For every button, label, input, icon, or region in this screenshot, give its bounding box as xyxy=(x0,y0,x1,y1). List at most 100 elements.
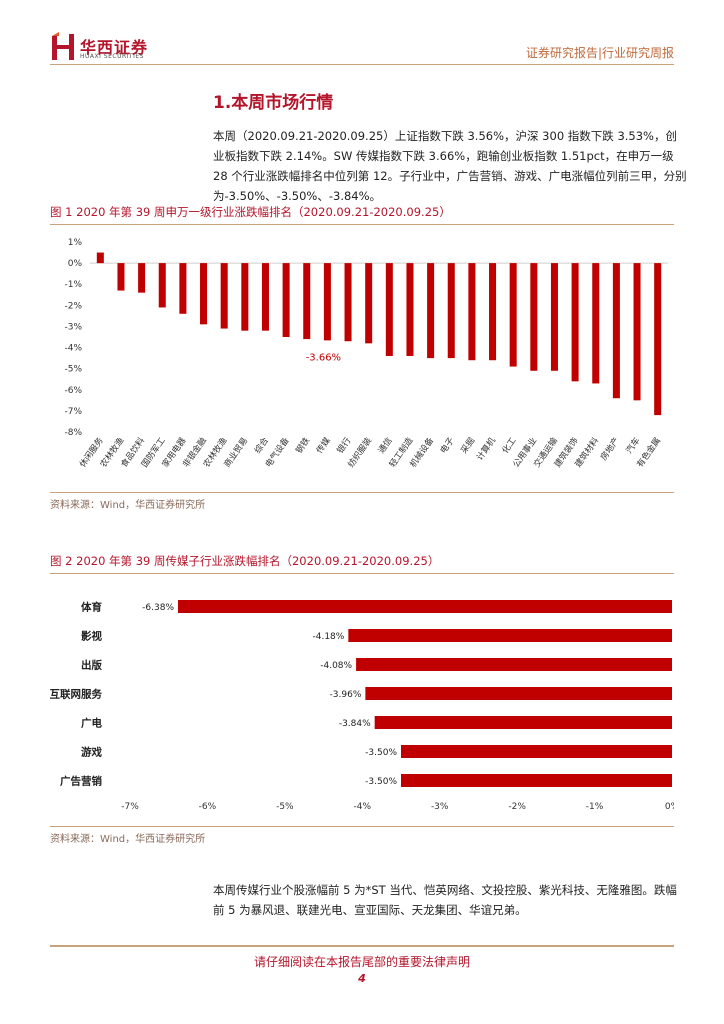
huaxi-logo-icon xyxy=(52,32,74,60)
y-tick-label: -5% xyxy=(64,365,82,375)
data-label-bg xyxy=(365,773,399,788)
report-type-label: 证券研究报告|行业研究周报 xyxy=(525,46,674,60)
x-tick-label: -5% xyxy=(276,802,294,812)
bar-有色金属 xyxy=(654,263,662,416)
x-tick-label: 化工 xyxy=(500,435,519,456)
logo-chinese-name: 华西证券 xyxy=(80,38,149,57)
y-tick-label: -8% xyxy=(64,428,82,438)
x-tick-label: -4% xyxy=(354,802,372,812)
x-tick-label: -1% xyxy=(586,802,604,812)
data-label-bg xyxy=(338,715,373,730)
bar-交通运输 xyxy=(550,263,558,371)
x-tick-label: 银行 xyxy=(335,435,354,456)
x-tick-label: 汽车 xyxy=(624,435,643,455)
bar-电子 xyxy=(447,263,455,359)
bar-非银金融 xyxy=(200,263,208,325)
data-label-bg xyxy=(312,628,347,643)
x-tick-label: -3% xyxy=(431,802,449,812)
figure1-top-rule xyxy=(50,224,674,225)
data-label: -3.84% xyxy=(339,719,371,729)
x-tick-label: 电子 xyxy=(438,435,457,456)
x-tick-label: 传媒 xyxy=(314,435,333,456)
bar-游戏 xyxy=(401,745,672,758)
bar-广电 xyxy=(374,716,672,729)
bar-建筑装饰 xyxy=(571,263,579,382)
y-tick-label: -7% xyxy=(64,407,82,417)
legal-notice: 请仔细阅读在本报告尾部的重要法律声明 xyxy=(253,955,470,969)
y-tick-label: -1% xyxy=(64,280,82,290)
data-label: -4.08% xyxy=(320,661,352,671)
x-tick-label: 0% xyxy=(665,802,674,812)
x-tick-label: -7% xyxy=(121,802,139,812)
bar-轻工制造 xyxy=(406,263,414,356)
bar-建筑材料 xyxy=(592,263,600,384)
y-tick-label: -4% xyxy=(64,344,82,354)
x-tick-label: 综合 xyxy=(252,435,271,456)
figure2-bar-chart: 体育 -6.38% 影视 -4.18% 出版 -4.08% 互联网服务 -3.96% 广电 -3.… xyxy=(50,599,674,812)
bar-休闲服务 xyxy=(96,252,104,264)
report-header: 华西证券 HUAXI SECURITIES 证券研究报告|行业研究周报 xyxy=(0,0,724,75)
category-label: 出版 xyxy=(81,659,102,672)
data-label-bg xyxy=(329,686,364,701)
x-tick-label: 通信 xyxy=(376,435,395,456)
figure2-source: 资料来源：Wind，华西证券研究所 xyxy=(50,834,206,845)
x-tick-label: 计算机 xyxy=(474,435,498,463)
category-label: 影视 xyxy=(81,630,102,643)
closing-paragraph: 本周传媒行业个股涨幅前 5 为*ST 当代、恺英网络、文投控股、紫光科技、无隆雅… xyxy=(213,883,677,917)
header-divider xyxy=(50,64,674,65)
logo-english-name: HUAXI SECURITIES xyxy=(80,53,144,60)
x-tick-label: 房地产 xyxy=(598,435,622,462)
category-label: 游戏 xyxy=(81,746,102,759)
bar-房地产 xyxy=(612,263,620,399)
bar-商业贸易 xyxy=(241,263,249,331)
y-tick-label: 0% xyxy=(68,259,83,269)
intro-paragraph: 本周（2020.09.21-2020.09.25）上证指数下跌 3.56%，沪深… xyxy=(213,129,687,203)
bar-化工 xyxy=(509,263,517,367)
bar-计算机 xyxy=(489,263,497,361)
bar-体育 xyxy=(178,600,672,613)
section-title: 1.本周市场行情 xyxy=(213,93,334,113)
bar-纺织服装 xyxy=(365,263,373,344)
bar-银行 xyxy=(344,263,352,342)
bar-汽车 xyxy=(633,263,641,401)
x-tick-label: 钢铁 xyxy=(293,435,312,456)
data-label: -4.18% xyxy=(313,632,345,642)
y-tick-label: -3% xyxy=(64,322,82,332)
data-label-annotation: -3.66% xyxy=(306,352,341,363)
category-label: 互联网服务 xyxy=(50,688,102,701)
y-tick-label: 1% xyxy=(68,238,83,248)
figure1-source: 资料来源：Wind，华西证券研究所 xyxy=(50,500,206,511)
bar-钢铁 xyxy=(303,263,311,340)
x-tick-label: 采掘 xyxy=(459,435,478,455)
bar-机械设备 xyxy=(427,263,435,359)
footer-divider xyxy=(50,945,674,947)
figure2-bottom-rule xyxy=(50,826,674,827)
figure1-title: 图 1 2020 年第 39 周申万一级行业涨跌幅排名（2020.09.21-2… xyxy=(50,205,451,219)
bar-采掘 xyxy=(468,263,476,361)
bar-出版 xyxy=(356,658,672,671)
data-label: -6.38% xyxy=(142,603,174,613)
bar-互联网服务 xyxy=(365,687,672,700)
bar-农林牧渔 xyxy=(220,263,228,329)
bar-传媒 xyxy=(323,263,331,341)
bar-通信 xyxy=(385,263,393,356)
figure2-top-rule xyxy=(50,573,674,574)
y-tick-label: -2% xyxy=(64,301,82,311)
bar-食品饮料 xyxy=(138,263,146,293)
bar-国防军工 xyxy=(158,263,166,308)
data-label-bg xyxy=(365,744,399,759)
category-label: 广电 xyxy=(81,717,102,730)
data-label: -3.50% xyxy=(365,777,397,787)
bar-农林牧渔 xyxy=(117,263,125,291)
category-label: 广告营销 xyxy=(60,775,102,788)
y-tick-label: -6% xyxy=(64,386,82,396)
data-label-bg xyxy=(320,657,355,672)
bar-电气设备 xyxy=(282,263,290,337)
x-tick-label: -2% xyxy=(508,802,526,812)
figure1-bottom-rule xyxy=(50,492,674,493)
bar-影视 xyxy=(348,629,672,642)
data-label-bg xyxy=(142,599,177,614)
bar-广告营销 xyxy=(401,774,672,787)
bar-公用事业 xyxy=(530,263,538,371)
x-tick-label: -6% xyxy=(199,802,217,812)
